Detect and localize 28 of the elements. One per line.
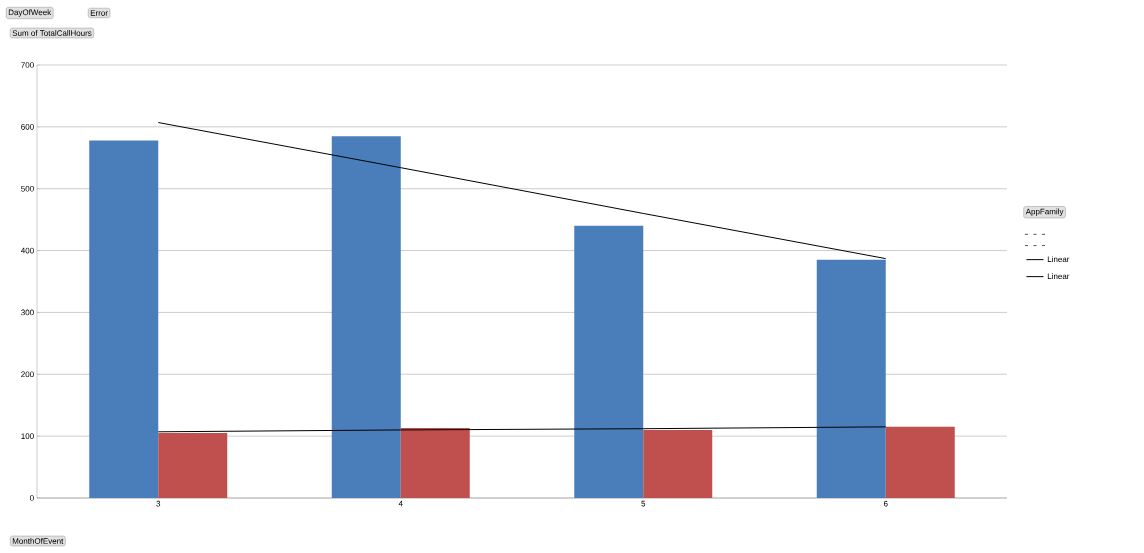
x-axis-title: MonthOfEvent: [12, 538, 64, 544]
legend-label: Linear: [1047, 273, 1070, 280]
text: DayOfWeek: [8, 9, 52, 17]
bar: [400, 428, 470, 498]
y-tick-label: 400: [20, 247, 34, 254]
bar: [89, 140, 159, 498]
x-tick-label: 4: [398, 500, 403, 507]
bar: [816, 259, 886, 498]
text: Error: [90, 10, 108, 16]
legend-title: AppFamily: [1025, 208, 1064, 216]
bar: [158, 433, 228, 498]
bar: [885, 426, 955, 498]
y-tick-label: 700: [21, 62, 34, 68]
line-series: [157, 122, 887, 260]
x-tick-label: 3: [156, 500, 161, 507]
y-tick-label: 200: [21, 371, 34, 378]
legend-label: Linear: [1047, 256, 1070, 263]
chart-title: Sum of TotalCallHours: [12, 30, 92, 36]
x-tick-label: 6: [883, 500, 888, 507]
bar: [331, 136, 401, 498]
x-tick-label: 5: [641, 500, 646, 507]
y-tick-label: 100: [21, 433, 34, 439]
y-tick-label: 0: [30, 495, 34, 501]
bar: [574, 225, 644, 498]
bar: [643, 429, 713, 498]
y-tick-label: 500: [21, 185, 34, 192]
y-tick-label: 300: [21, 309, 34, 316]
y-tick-label: 600: [21, 124, 34, 130]
